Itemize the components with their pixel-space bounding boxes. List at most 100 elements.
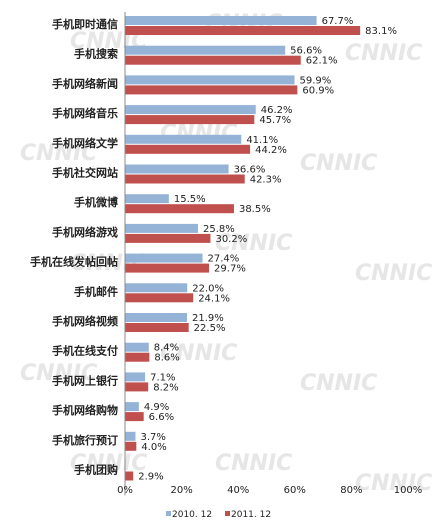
data-label: 42.3% [250,175,282,186]
x-tick-label: 20% [170,485,192,496]
bar-2010 [125,431,136,441]
category-label: 手机网络文学 [52,136,118,150]
data-label: 6.6% [149,412,174,423]
data-label: 62.1% [306,56,338,67]
watermark-text: CNNIC [355,471,432,496]
data-label: 29.7% [214,264,246,275]
data-label: 25.8% [203,224,235,235]
watermark-text: CNNIC [20,361,97,386]
bar-2010 [125,223,199,233]
legend-swatch [225,511,230,516]
category-label: 手机网络游戏 [52,225,118,239]
category-label: 手机网络购物 [52,403,118,417]
watermark-text: CNNIC [160,341,237,366]
data-label: 3.7% [140,432,165,443]
watermark-text: CNNIC [300,151,377,176]
category-label: 手机即时通信 [52,17,118,31]
watermark-text: CNNIC [355,261,432,286]
data-label: 7.1% [150,372,175,383]
data-label: 46.2% [261,105,293,116]
data-label: 38.5% [239,204,271,215]
data-label: 30.2% [215,234,247,245]
bar-2011 [125,412,144,422]
watermark-text: CNNIC [215,231,292,256]
data-label: 15.5% [174,194,206,205]
x-tick-label: 40% [227,485,249,496]
data-label: 21.9% [192,313,224,324]
bar-2010 [125,45,286,55]
bar-2011 [125,26,361,35]
watermark-text: CNNIC [70,451,147,476]
watermark-text: CNNIC [215,451,292,476]
data-label: 59.9% [300,75,332,86]
bar-2010 [125,16,317,25]
watermark-text: CNNIC [20,141,97,166]
bar-2011 [125,144,251,154]
watermark-text: CNNIC [345,41,422,66]
legend-label: 2011. 12 [231,510,271,520]
x-tick-label: 80% [340,485,362,496]
bar-2011 [125,293,194,303]
data-label: 8.4% [154,343,179,354]
category-label: 手机团购 [74,463,118,477]
watermark-text: CNNIC [300,371,377,396]
data-label: 41.1% [246,135,278,146]
bar-2011 [125,382,149,392]
bar-2010 [125,283,188,293]
legend: 2010. 12 2011. 12 [166,510,271,520]
bar-2010 [125,372,146,382]
data-label: 45.7% [259,115,291,126]
data-label: 22.5% [194,323,226,334]
bar-2011 [125,471,134,481]
bar-2010 [125,164,229,174]
bar-2011 [125,263,210,273]
data-label: 36.6% [234,165,266,176]
category-label: 手机邮件 [74,284,118,298]
bar-2010 [125,134,242,144]
bar-2011 [125,323,189,332]
bar-2011 [125,55,301,65]
data-label: 2.9% [138,472,163,483]
data-label: 56.6% [290,46,322,57]
legend-label: 2010. 12 [172,510,212,520]
x-tick-label: 100% [394,485,423,496]
x-axis: 0% 20% 40% 60% 80% 100% [117,12,422,496]
bar-2010 [125,194,169,204]
legend-swatch [166,511,171,516]
category-label: 手机微博 [74,195,118,209]
data-label: 60.9% [302,85,334,96]
x-tick-label: 60% [284,485,306,496]
data-label: 4.0% [141,442,166,453]
category-label: 手机社交网站 [52,166,118,180]
data-label: 8.2% [153,382,178,393]
bar-2011 [125,204,234,214]
category-label: 手机在线发帖回帖 [30,255,118,269]
bar-2011 [125,85,298,95]
data-label: 67.7% [322,16,354,27]
data-label: 27.4% [208,254,240,265]
bar-2011 [125,115,255,125]
category-label: 手机网络新闻 [52,76,118,90]
data-label: 8.6% [154,353,179,364]
data-label: 44.2% [255,145,287,156]
category-label: 手机网上银行 [52,373,118,387]
bar-2011 [125,233,211,243]
category-label: 手机在线支付 [52,344,118,358]
bar-2010 [125,313,187,322]
x-tick-label: 0% [117,485,133,496]
category-label: 手机网络音乐 [52,106,118,120]
bar-2011 [125,352,150,362]
bars-layer: 手机即时通信 67.7% 83.1% 手机搜索 56.6%62.1% 手机网络新闻 59.9… [30,16,397,483]
bar-2011 [125,441,137,451]
category-label: 手机搜索 [74,47,118,61]
bar-2010 [125,402,139,412]
bar-2010 [125,342,149,352]
data-label: 22.0% [192,283,224,294]
bar-2010 [125,105,256,115]
bar-2010 [125,253,203,263]
category-label: 手机网络视频 [52,314,118,328]
data-label: 4.9% [144,402,169,413]
data-label: 24.1% [198,293,230,304]
data-label: 83.1% [365,26,397,37]
